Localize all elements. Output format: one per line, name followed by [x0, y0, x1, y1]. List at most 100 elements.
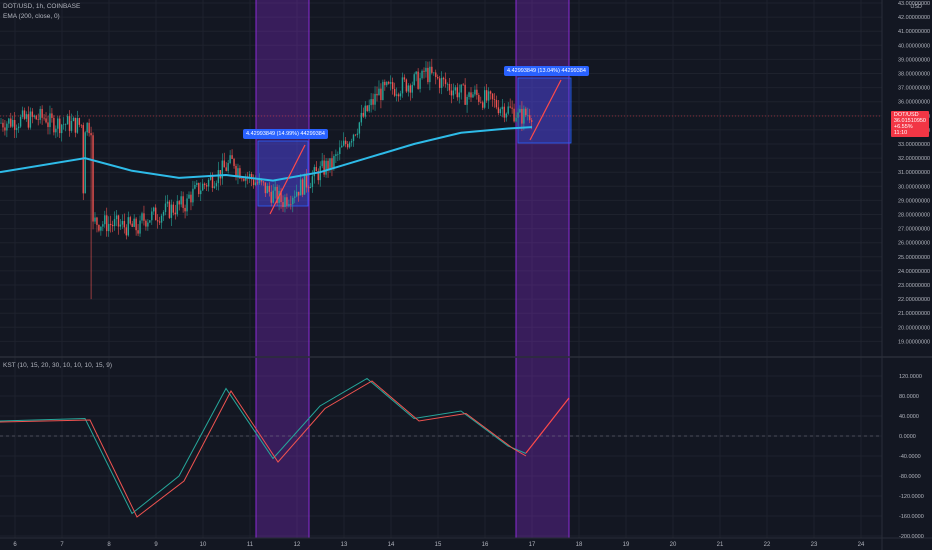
candle-body [438, 78, 441, 88]
candle-body [190, 194, 192, 203]
time-axis[interactable]: 6 7 8 9 10 11 12 13 14 15 16 17 18 19 20 21 22 23 24 [13, 542, 865, 548]
candle-body [156, 220, 159, 222]
candle-body [474, 89, 476, 95]
candle-body [245, 176, 247, 181]
price-axis[interactable]: 43.00000000 42.00000000 41.00000000 40.0000… [898, 1, 930, 345]
time-tick-label: 18 [576, 542, 583, 548]
price-tick-label: 21.00000000 [898, 311, 930, 317]
price-tick-label: 24.00000000 [898, 269, 930, 275]
candle-body [113, 219, 116, 227]
candle-body [374, 93, 376, 105]
candle-body [133, 218, 135, 227]
candle-body [393, 88, 396, 96]
candle-body [174, 212, 176, 215]
measure-label-1[interactable]: 4.42993849 (14.99%) 44299384 [243, 129, 328, 139]
current-price-symbol: DOT/USD [893, 112, 919, 118]
candle-body [213, 186, 216, 188]
candle-body [480, 101, 482, 103]
candle-body [454, 87, 457, 91]
price-tick-label: 20.00000000 [898, 325, 930, 331]
candle-body [125, 227, 128, 236]
candle-body [78, 118, 81, 125]
candle-body [109, 223, 112, 226]
candle-body [274, 186, 276, 191]
kst-line [0, 377, 527, 515]
candle-body [294, 196, 296, 198]
kst-axis[interactable]: 120.0000 80.0000 40.0000 0.0000 -40.0000 -80.… [899, 374, 924, 540]
candle-body [106, 215, 108, 232]
candle-body [92, 135, 94, 222]
highlight-zone [516, 0, 569, 538]
candle-body [168, 201, 171, 218]
candle-body [435, 72, 437, 78]
ema-legend[interactable]: EMA (200, close, 0) [3, 13, 60, 20]
candle-body [529, 115, 531, 121]
candle-body [317, 171, 319, 181]
time-tick-label: 10 [200, 542, 207, 548]
candle-body [53, 117, 55, 133]
kst-legend[interactable]: KST (10, 15, 20, 30, 10, 10, 10, 15, 9) [3, 362, 113, 369]
candle-body [403, 77, 406, 80]
price-tick-label: 41.00000000 [898, 29, 930, 35]
candle-body [211, 176, 214, 188]
candle-body [102, 224, 104, 227]
candle-body [531, 120, 533, 122]
kst-tick-label: 120.0000 [899, 374, 922, 380]
candle-body [501, 106, 504, 110]
candle-body [421, 70, 423, 79]
candle-body [350, 141, 353, 143]
candle-body [196, 182, 198, 185]
candle-body [260, 179, 263, 182]
candle-body [448, 83, 451, 91]
candle-body [117, 215, 120, 227]
price-tick-label: 33.00000000 [898, 142, 930, 148]
grid-lines [0, 0, 882, 538]
candle-body [321, 160, 323, 167]
candle-body [476, 89, 478, 95]
candle-body [489, 91, 492, 94]
candle-body [135, 218, 137, 231]
price-tick-label: 39.00000000 [898, 57, 930, 63]
candle-body [66, 116, 69, 125]
candle-body [299, 179, 302, 196]
time-tick-label: 9 [154, 542, 158, 548]
candle-body [243, 178, 245, 181]
candle-body [290, 204, 292, 205]
candle-body [380, 88, 382, 101]
candle-body [264, 182, 267, 194]
candle-body [433, 72, 435, 74]
price-tick-label: 22.00000000 [898, 297, 930, 303]
candle-body [6, 123, 8, 131]
projection-lines [269, 79, 562, 215]
candle-body [258, 179, 261, 184]
candle-body [188, 194, 190, 199]
candle-body [96, 217, 98, 225]
candle-body [429, 66, 431, 83]
symbol-legend[interactable]: DOT/USD, 1h, COINBASE [3, 3, 81, 10]
time-tick-label: 14 [388, 542, 395, 548]
candle-body [100, 226, 102, 231]
candle-body [19, 116, 22, 127]
candle-body [268, 185, 270, 192]
candle-body [141, 213, 143, 221]
candle-body [391, 82, 394, 89]
candle-body [395, 94, 398, 96]
candle-body [472, 94, 474, 98]
candle-body [180, 196, 182, 205]
candle-body [227, 163, 229, 171]
measure-label-2[interactable]: 4.42993849 (13.04%) 44299384 [504, 66, 589, 76]
candle-body [49, 113, 51, 128]
candle-body [84, 132, 86, 194]
candle-body [513, 108, 515, 122]
candle-body [217, 170, 220, 184]
candle-body [440, 77, 443, 88]
price-tick-label: 42.00000000 [898, 15, 930, 21]
candle-body [515, 117, 517, 122]
price-tick-label: 19.00000000 [898, 339, 930, 345]
candle-body [155, 207, 157, 221]
candle-body [399, 93, 402, 97]
time-tick-label: 21 [717, 542, 724, 548]
candle-body [0, 122, 2, 124]
candle-body [368, 105, 370, 112]
